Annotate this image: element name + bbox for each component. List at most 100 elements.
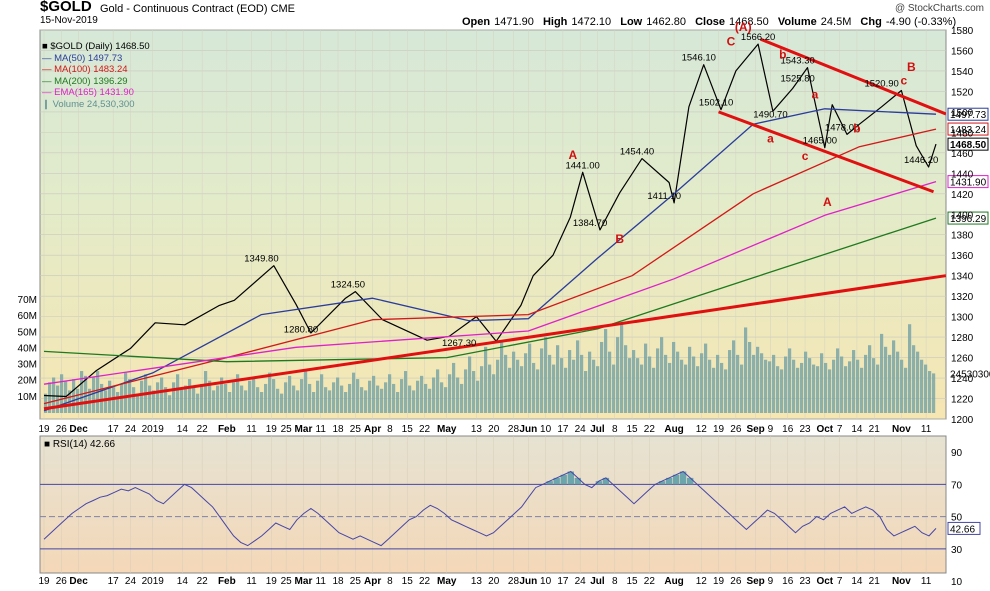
volume-bar: [780, 369, 784, 413]
price-tag: [947, 122, 989, 136]
chart-header: $GOLD Gold - Continuous Contract (EOD) C…: [0, 0, 990, 30]
price-x-tick: 23: [799, 424, 811, 435]
price-label: 1502.10: [699, 98, 733, 109]
volume-bar: [76, 388, 80, 413]
rsi-x-tick: 13: [471, 576, 483, 587]
volume-bar: [628, 358, 632, 413]
legend-ma200: — MA(200) 1396.29: [42, 75, 128, 87]
ma200-line: [43, 217, 937, 363]
volume-bar: [648, 356, 652, 413]
wave-label: C: [727, 34, 736, 48]
volume-bar: [620, 322, 624, 413]
volume-bar: [684, 364, 688, 413]
rsi-x-tick: Dec: [69, 576, 88, 587]
rsi-panel: [39, 435, 947, 574]
trendline-1: [43, 274, 946, 411]
volume-bar: [300, 379, 304, 413]
rsi-x-tick: 10: [540, 576, 552, 587]
rsi-label: ■ RSI(14) 42.66: [44, 439, 116, 450]
volume-bar: [716, 354, 720, 413]
volume-bar: [852, 350, 856, 413]
volume-bar: [872, 358, 876, 413]
price-y-tick: 1520: [951, 87, 974, 98]
rsi-x-tick: Jun: [519, 576, 537, 587]
volume-bar: [696, 366, 700, 413]
volume-bar: [896, 351, 900, 413]
volume-bar: [720, 362, 724, 413]
price-x-tick: 15: [402, 424, 414, 435]
open-label: Open: [462, 16, 491, 28]
legend-ema165: — EMA(165) 1431.90: [42, 87, 134, 99]
volume-bar: [652, 367, 656, 413]
volume-bar: [848, 361, 852, 413]
volume-bar: [248, 380, 252, 413]
volume-bar: [784, 356, 788, 413]
rsi-x-tick: 8: [612, 576, 618, 587]
price-x-tick: 22: [644, 424, 656, 435]
price-tag: [947, 211, 989, 225]
volume-bar: [404, 371, 408, 413]
volume-bar: [156, 382, 160, 413]
volume-bar: [668, 362, 672, 413]
volume-bar: [312, 392, 316, 413]
price-x-tick: Jul: [590, 424, 605, 435]
rsi-x-tick: Nov: [892, 576, 911, 587]
volume-bar: [916, 351, 920, 413]
volume-bar: [176, 374, 180, 413]
volume-bar: [412, 390, 416, 413]
volume-bar: [604, 329, 608, 413]
volume-bar: [100, 383, 104, 413]
volume-bar: [820, 353, 824, 413]
volume-bar: [488, 364, 492, 413]
rsi-x-tick: 21: [869, 576, 881, 587]
price-x-tick: 19: [266, 424, 278, 435]
chg-label: Chg: [860, 16, 882, 28]
price-x-tick: 24: [575, 424, 587, 435]
volume-bar: [168, 395, 172, 413]
high-label: High: [542, 16, 568, 28]
volume-bar: [292, 385, 296, 413]
volume-bar: [440, 382, 444, 413]
volume-bar: [724, 369, 728, 413]
rsi-x-tick: Apr: [364, 576, 381, 587]
volume-bar: [296, 390, 300, 413]
price-y-tick: 1300: [951, 313, 974, 324]
volume-bar: [664, 354, 668, 413]
volume-bar: [284, 382, 288, 413]
price-label: 1411.10: [647, 191, 681, 202]
volume-bar: [576, 340, 580, 413]
volume-bar: [356, 379, 360, 413]
wave-label: A: [568, 148, 577, 162]
legend-ma50: — MA(50) 1497.73: [42, 52, 123, 64]
volume-bar: [644, 343, 648, 413]
close-label: Close: [695, 16, 726, 28]
volume-bar: [332, 382, 336, 413]
price-tag-value: 1396.29: [950, 214, 987, 225]
price-x-tick: 8: [612, 424, 618, 435]
volume-bar: [904, 367, 908, 413]
wave-label: (A): [735, 20, 752, 34]
volume-bar: [880, 333, 884, 413]
volume-bar: [728, 350, 732, 413]
price-x-tick: 14: [851, 424, 863, 435]
volume-bar: [616, 337, 620, 413]
volume-bar: [892, 340, 896, 413]
rsi-value-tag: [947, 521, 981, 535]
price-tag-value: 1431.90: [950, 178, 987, 189]
price-x-tick: Jun: [519, 424, 537, 435]
price-x-tick: 14: [177, 424, 189, 435]
volume-bar: [700, 353, 704, 413]
wave-label: B: [907, 60, 916, 74]
volume-bar: [788, 348, 792, 413]
volume-bar: [420, 375, 424, 413]
volume-label: Volume: [777, 16, 817, 28]
volume-bar: [320, 374, 324, 413]
volume-bar: [152, 390, 156, 413]
price-y-tick: 1500: [951, 108, 974, 119]
price-label: 1520.90: [864, 78, 898, 89]
price-tag-value: 1497.73: [950, 110, 987, 121]
price-y-tick: 1280: [951, 333, 974, 344]
legend: ■ $GOLD (Daily) 1468.50— MA(50) 1497.73—…: [42, 41, 150, 111]
volume-bar: [336, 377, 340, 413]
volume-bar: [544, 337, 548, 413]
